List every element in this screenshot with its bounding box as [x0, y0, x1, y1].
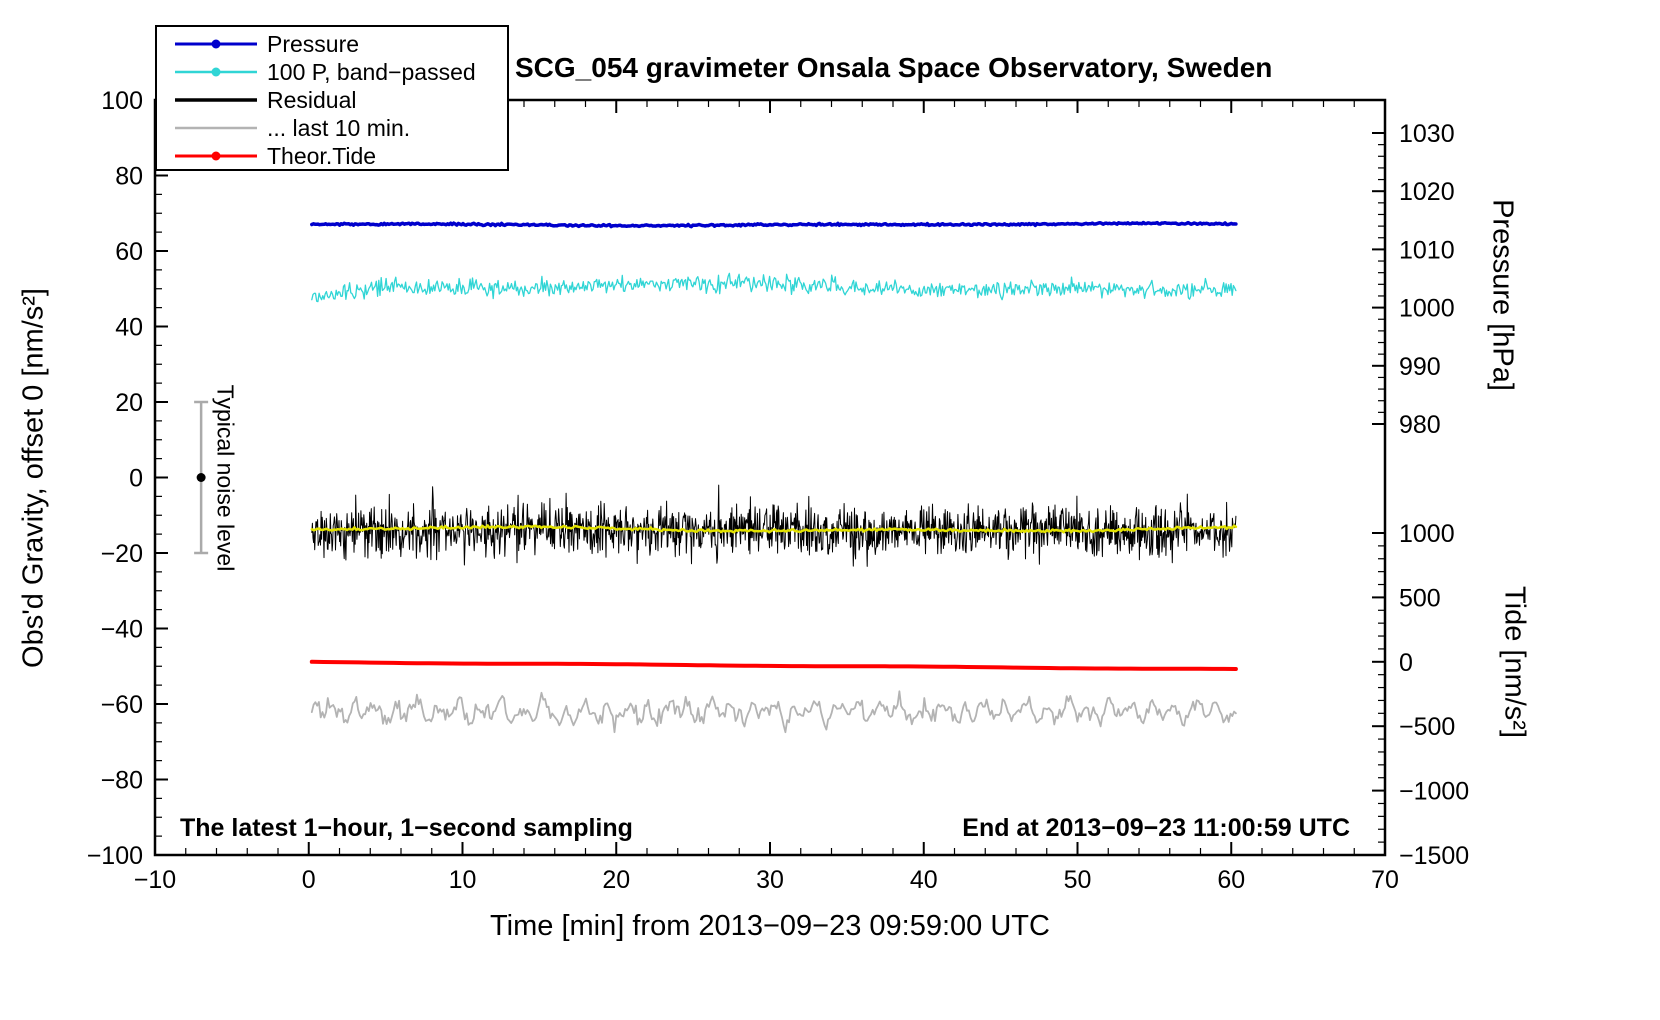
tide-tick-label: 500 — [1399, 584, 1441, 612]
sampling-annotation: The latest 1−hour, 1−second sampling — [180, 814, 633, 842]
pressure-tick-label: 1000 — [1399, 295, 1455, 323]
legend-label: Residual — [267, 86, 357, 113]
y-left-tick-label: −40 — [101, 616, 143, 644]
x-tick-label: 0 — [302, 866, 316, 894]
x-tick-label: 40 — [910, 866, 938, 894]
pressure-tick-label: 990 — [1399, 353, 1441, 381]
chart-title: SCG_054 gravimeter Onsala Space Observat… — [515, 52, 1273, 83]
legend-marker-theor-tide — [175, 151, 257, 161]
tide-tick-label: −500 — [1399, 713, 1455, 741]
series-last-10-min — [310, 690, 1237, 734]
legend-marker-pressure — [175, 39, 257, 49]
legend-label: 100 P, band−passed — [267, 58, 476, 85]
legend-item-pressure: Pressure — [157, 30, 507, 58]
pressure-tick-label: 1030 — [1399, 120, 1455, 148]
x-tick-label: 20 — [602, 866, 630, 894]
x-tick-label: 70 — [1371, 866, 1399, 894]
pressure-tick-label: 1020 — [1399, 178, 1455, 206]
y-left-tick-label: 40 — [115, 314, 143, 342]
y-left-tick-label: −60 — [101, 691, 143, 719]
x-axis-label: Time [min] from 2013−09−23 09:59:00 UTC — [490, 910, 1050, 942]
tide-tick-label: 1000 — [1399, 520, 1455, 548]
pressure-tick-label: 1010 — [1399, 236, 1455, 264]
series-residual-smoothed — [310, 524, 1238, 534]
x-tick-label: 30 — [756, 866, 784, 894]
y-left-tick-label: −20 — [101, 540, 143, 568]
series-100-p-band-passed — [311, 272, 1237, 303]
y-left-tick-label: 0 — [129, 465, 143, 493]
legend-marker-last-10-min — [175, 126, 257, 130]
y-axis-label-tide: Tide [nm/s²] — [1498, 585, 1531, 739]
y-axis-label-pressure: Pressure [hPa] — [1486, 199, 1519, 391]
legend-label: ... last 10 min. — [267, 114, 411, 141]
y-left-tick-label: 20 — [115, 389, 143, 417]
x-tick-label: −10 — [134, 866, 176, 894]
legend-label: Theor.Tide — [267, 142, 377, 169]
legend-item-last-10-min: ... last 10 min. — [157, 114, 507, 142]
y-left-tick-label: 100 — [101, 87, 143, 115]
series-pressure — [310, 220, 1238, 229]
y-left-tick-label: 60 — [115, 238, 143, 266]
x-tick-label: 50 — [1064, 866, 1092, 894]
pressure-tick-label: 980 — [1399, 411, 1441, 439]
tide-tick-label: −1000 — [1399, 778, 1469, 806]
legend-item-residual: Residual — [157, 86, 507, 114]
legend-marker-residual — [175, 98, 257, 102]
noise-level-label: Typical noise level — [212, 384, 239, 572]
legend-item-100-p-band-passed: 100 P, band−passed — [157, 58, 507, 86]
end-time-annotation: End at 2013−09−23 11:00:59 UTC — [962, 814, 1350, 842]
legend-label: Pressure — [267, 30, 360, 57]
y-axis-label-gravity: Obs'd Gravity, offset 0 [nm/s²] — [17, 288, 50, 668]
x-tick-label: 10 — [449, 866, 477, 894]
legend: Pressure 100 P, band−passed Residual... la… — [155, 25, 509, 171]
legend-marker-100-p-band-passed — [175, 67, 257, 77]
series-theor-tide — [309, 659, 1238, 671]
y-left-tick-label: −100 — [87, 842, 143, 870]
y-left-tick-label: −80 — [101, 767, 143, 795]
tide-tick-label: 0 — [1399, 649, 1413, 677]
plot-frame — [153, 98, 1387, 857]
y-left-tick-label: 80 — [115, 163, 143, 191]
legend-item-theor-tide: Theor.Tide — [157, 142, 507, 170]
series-residual — [311, 484, 1237, 567]
tide-tick-label: −1500 — [1399, 842, 1469, 870]
noise-errorbar-dot — [196, 473, 206, 482]
x-tick-label: 60 — [1217, 866, 1245, 894]
